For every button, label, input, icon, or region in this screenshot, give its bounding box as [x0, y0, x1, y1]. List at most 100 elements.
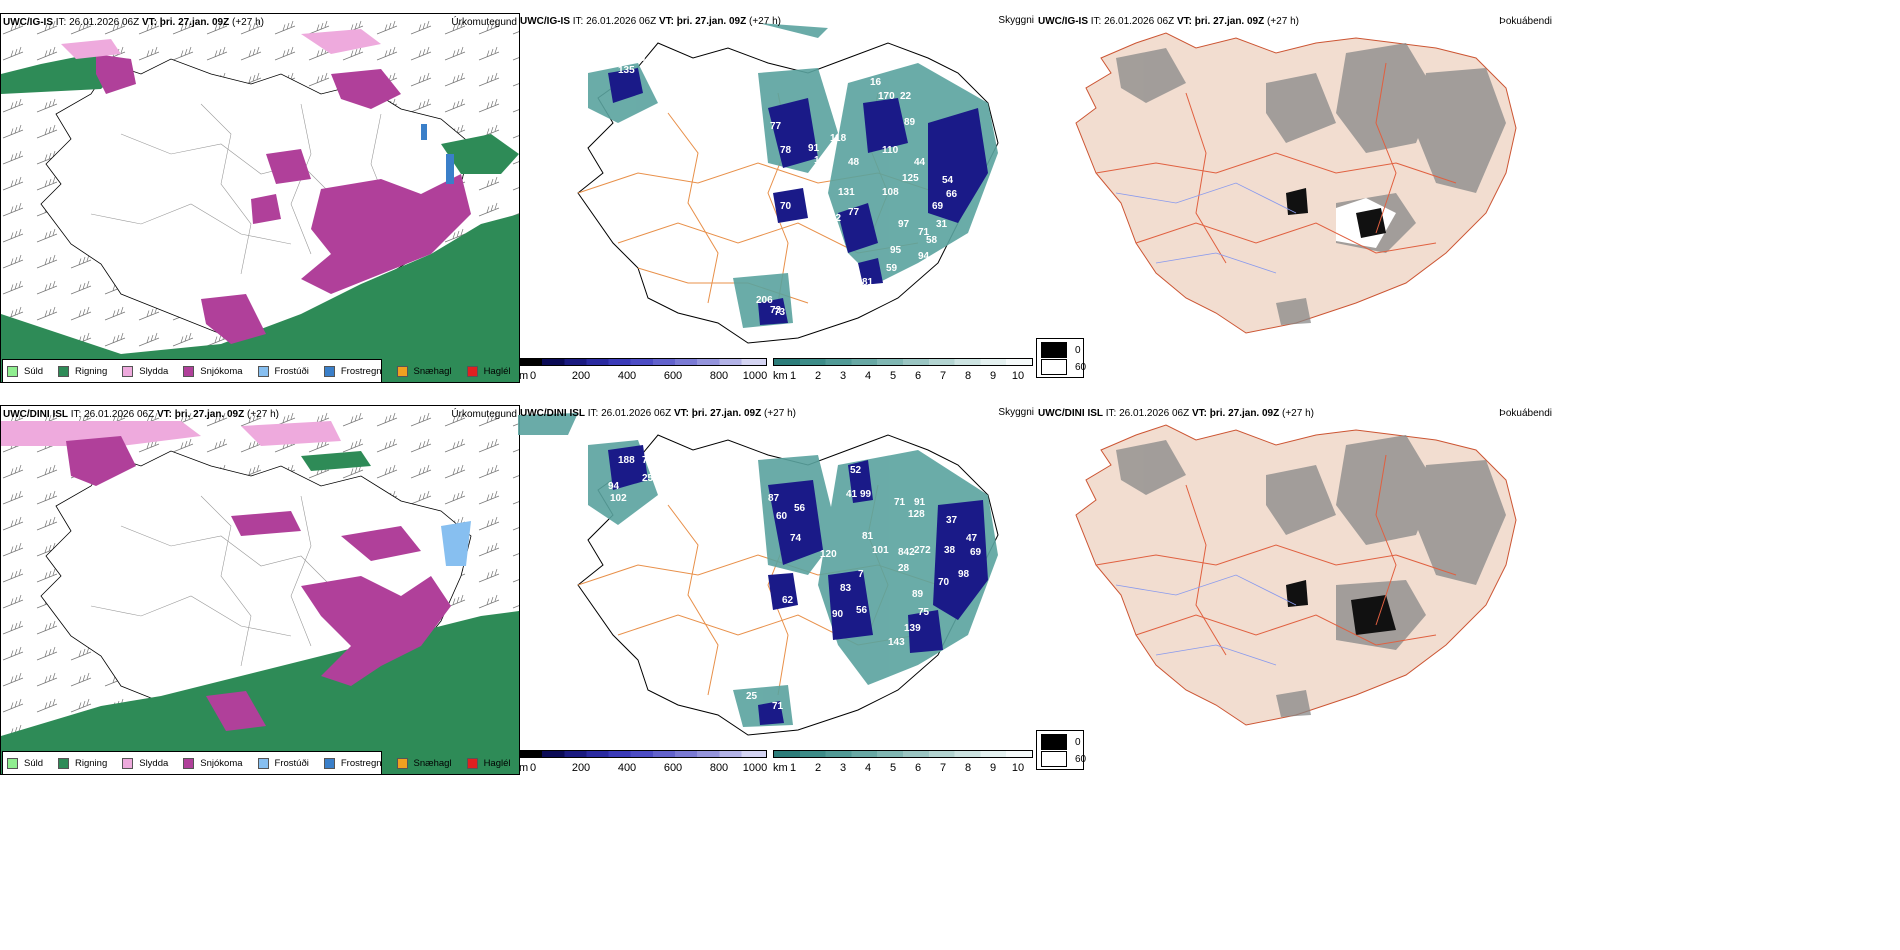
legend-swatch — [58, 365, 70, 377]
colorbar-tick: 0 — [529, 370, 537, 382]
panel-type-label: Þokuábendi — [1499, 16, 1552, 27]
cloud-number: 70 — [780, 201, 792, 212]
colorbar-tick: 10 — [1011, 370, 1025, 382]
cloud-number: 89 — [912, 589, 924, 600]
colorbar-tick: 3 — [839, 370, 847, 382]
cloud-number: 109 — [814, 155, 831, 166]
colorbar-tick: 10 — [1011, 762, 1025, 774]
shade-legend-bottom: 0 60 — [1036, 730, 1086, 770]
cloud-number: 101 — [872, 545, 889, 556]
legend-swatch — [183, 365, 195, 377]
cloud-number: 128 — [908, 509, 925, 520]
cloud-number: 99 — [860, 489, 872, 500]
cloud-number: 71 — [642, 455, 654, 466]
cloud-number: 25 — [642, 473, 654, 484]
colorbar-tick: 6 — [914, 370, 922, 382]
shade-legend-item: 60 — [1041, 359, 1086, 375]
legend-item: Slydda — [122, 757, 168, 769]
colorbar-unit: m — [519, 762, 529, 774]
legend-swatch — [7, 757, 18, 769]
legend-swatch — [58, 757, 70, 769]
colorbar-tick: 4 — [864, 762, 872, 774]
cloud-number: 91 — [914, 497, 926, 508]
shade-legend-top: 0 60 — [1036, 338, 1086, 378]
cloud-number: 22 — [900, 91, 912, 102]
precip-panel-bottom: UWC/DINI ISL IT: 26.01.2026 06Z VT: þri.… — [0, 405, 520, 775]
colorbar-tick: 9 — [989, 370, 997, 382]
cloud-number: 188 — [618, 455, 635, 466]
cloud-number: 71 — [918, 227, 930, 238]
cloud-number: 120 — [820, 549, 837, 560]
cloud-number: 87 — [768, 493, 780, 504]
legend-item: Frostregn — [323, 757, 382, 769]
cloud-number: 60 — [776, 511, 788, 522]
colorbar-unit: m — [519, 370, 529, 382]
cloud-number: 131 — [838, 187, 855, 198]
colorbar-tick: 200 — [571, 762, 591, 774]
cloud-number: 95 — [890, 245, 902, 256]
panel-type-label: Skyggni — [998, 15, 1034, 26]
legend-swatch — [466, 757, 478, 769]
colorbar-tick: 800 — [709, 762, 729, 774]
cloud-number: 110 — [882, 145, 899, 156]
cloud-number: 118 — [830, 133, 847, 144]
cloud-number: 28 — [898, 563, 910, 574]
precip-legend: Súld Rigning Slydda Snjókoma Frostúði Fr… — [2, 751, 511, 774]
cloud-number: 81 — [648, 77, 660, 88]
cloud-base-labels: 135 25 81 77 78 91 109 70 131 42 77 73 2… — [618, 53, 958, 318]
colorbar-tick: 3 — [839, 762, 847, 774]
legend-item: Frostúði — [257, 757, 309, 769]
cloud-number: 38 — [944, 545, 956, 556]
cloud-number: 143 — [888, 637, 905, 648]
cloud-number: 78 — [780, 145, 792, 156]
cloud-number: 56 — [856, 605, 868, 616]
cloud-number: 25 — [746, 691, 758, 702]
legend-swatch — [183, 757, 195, 769]
legend-swatch — [122, 757, 134, 769]
colorbar-tick: 1000 — [742, 762, 768, 774]
colorbar-tick: 9 — [989, 762, 997, 774]
cloud-number: 71 — [894, 497, 906, 508]
precip-legend: Súld Rigning Slydda Snjókoma Frostúði Fr… — [2, 359, 511, 382]
cloud-number: 52 — [850, 465, 862, 476]
vis-colorbar-bottom: km 1 2 3 4 5 6 7 8 9 10 — [773, 750, 1035, 774]
legend-item: Haglél — [466, 757, 511, 769]
legend-swatch — [257, 365, 269, 377]
cloud-number: 31 — [936, 219, 948, 230]
cloud-number: 272 — [914, 545, 931, 556]
cloud-number: 44 — [914, 157, 926, 168]
legend-swatch — [122, 365, 134, 377]
panel-title-top-cloud: UWC/IG-IS IT: 26.01.2026 06Z VT: þri. 27… — [520, 16, 781, 27]
colorbar-unit: km — [773, 762, 788, 774]
precip-map-top — [1, 14, 519, 382]
cloud-number: 62 — [782, 595, 794, 606]
legend-swatch — [323, 757, 335, 769]
cloud-number: 48 — [848, 157, 860, 168]
colorbar-tick: 600 — [663, 370, 683, 382]
height-colorbar-bottom: m 0 200 400 600 800 1000 — [519, 750, 769, 774]
colorbar-tick: 6 — [914, 762, 922, 774]
cloud-number: 37 — [946, 515, 958, 526]
legend-item: Rigning — [58, 757, 107, 769]
cloud-number: 66 — [946, 189, 958, 200]
cloud-number: 73 — [770, 305, 782, 316]
shade-panel-bottom: UWC/DINI ISL IT: 26.01.2026 06Z VT: þri.… — [1036, 405, 1556, 730]
precip-panel-top: UWC/IG-IS IT: 26.01.2026 06Z VT: þri. 27… — [0, 13, 520, 383]
cloud-number: 59 — [886, 263, 898, 274]
cloud-number: 206 — [756, 295, 773, 306]
shade-legend-item: 0 — [1041, 734, 1081, 750]
legend-item: Snjókoma — [183, 365, 243, 377]
cloud-number: 77 — [848, 207, 860, 218]
cloud-number: 42 — [830, 213, 842, 224]
panel-title-bottom-precip: UWC/DINI ISL IT: 26.01.2026 06Z VT: þri.… — [3, 409, 279, 420]
shade-panel-top: UWC/IG-IS IT: 26.01.2026 06Z VT: þri. 27… — [1036, 13, 1556, 338]
legend-item: Slydda — [122, 365, 168, 377]
panel-title-bottom-cloud: UWC/DINI ISL IT: 26.01.2026 06Z VT: þri.… — [520, 408, 796, 419]
cloud-number: 91 — [808, 143, 820, 154]
cloud-number: 16 — [870, 77, 882, 88]
cloud-map-top: 135 25 81 77 78 91 109 70 131 42 77 73 2… — [577, 23, 999, 344]
colorbar-tick: 2 — [814, 762, 822, 774]
cloud-number: 90 — [832, 609, 844, 620]
legend-item: Snjókoma — [183, 757, 243, 769]
cloud-panel-top: 135 25 81 77 78 91 109 70 131 42 77 73 2… — [518, 13, 1036, 381]
